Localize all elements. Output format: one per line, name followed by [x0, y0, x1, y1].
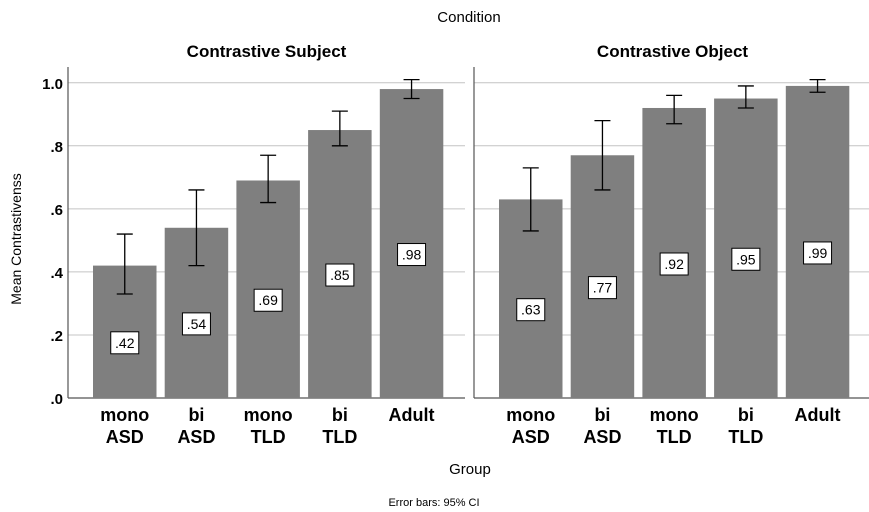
data-label-box	[397, 243, 427, 267]
y-tick-label: .6	[50, 202, 63, 219]
data-label-box	[587, 276, 617, 300]
data-label-box	[253, 288, 283, 312]
data-label: .95	[736, 251, 756, 267]
error-bar-footnote: Error bars: 95% CI	[388, 497, 479, 509]
data-label: .54	[187, 316, 207, 332]
y-tick-label: .8	[50, 139, 63, 156]
category-label: bi	[188, 405, 204, 425]
y-tick-label: .0	[50, 391, 63, 408]
category-label: TLD	[728, 427, 763, 447]
chart-panels: Contrastive Subject.42monoASD.54biASD.69…	[67, 42, 869, 447]
panel-title: Contrastive Subject	[187, 42, 347, 61]
x-axis-label: Group	[449, 461, 491, 478]
category-label: TLD	[322, 427, 357, 447]
data-label: .92	[664, 256, 684, 272]
data-label-box	[803, 241, 833, 265]
data-label-box	[659, 252, 689, 276]
data-label: .42	[115, 335, 135, 351]
data-label-box	[181, 312, 211, 336]
category-label: mono	[244, 405, 293, 425]
category-label: ASD	[106, 427, 144, 447]
data-label: .98	[402, 247, 422, 263]
category-label: ASD	[512, 427, 550, 447]
category-label: TLD	[657, 427, 692, 447]
category-label: ASD	[177, 427, 215, 447]
y-tick-label: .2	[50, 328, 63, 345]
data-label: .99	[808, 245, 828, 261]
category-label: Adult	[389, 405, 435, 425]
data-label-box	[516, 298, 546, 322]
category-label: mono	[650, 405, 699, 425]
category-label: mono	[506, 405, 555, 425]
y-tick-label: 1.0	[42, 76, 63, 93]
data-label: .77	[593, 280, 613, 296]
y-axis-label: Mean Contrastivenss	[8, 173, 24, 305]
category-label: ASD	[583, 427, 621, 447]
chart-title: Condition	[437, 9, 500, 26]
category-label: bi	[332, 405, 348, 425]
data-label: .69	[258, 292, 278, 308]
category-label: bi	[594, 405, 610, 425]
y-axis-ticks: .0 .2 .4 .6 .8 1.0	[42, 76, 64, 408]
data-label-box	[325, 263, 355, 287]
data-label: .63	[521, 302, 541, 318]
category-label: mono	[100, 405, 149, 425]
data-label-box	[731, 247, 761, 271]
data-label-box	[110, 331, 140, 355]
panel-title: Contrastive Object	[597, 42, 748, 61]
y-tick-label: .4	[50, 265, 63, 282]
category-label: bi	[738, 405, 754, 425]
category-label: TLD	[251, 427, 286, 447]
panel-1: Contrastive Subject.42monoASD.54biASD.69…	[67, 42, 465, 447]
panel-2: Contrastive Object.63monoASD.77biASD.92m…	[473, 42, 869, 447]
category-label: Adult	[795, 405, 841, 425]
data-label: .85	[330, 267, 350, 283]
